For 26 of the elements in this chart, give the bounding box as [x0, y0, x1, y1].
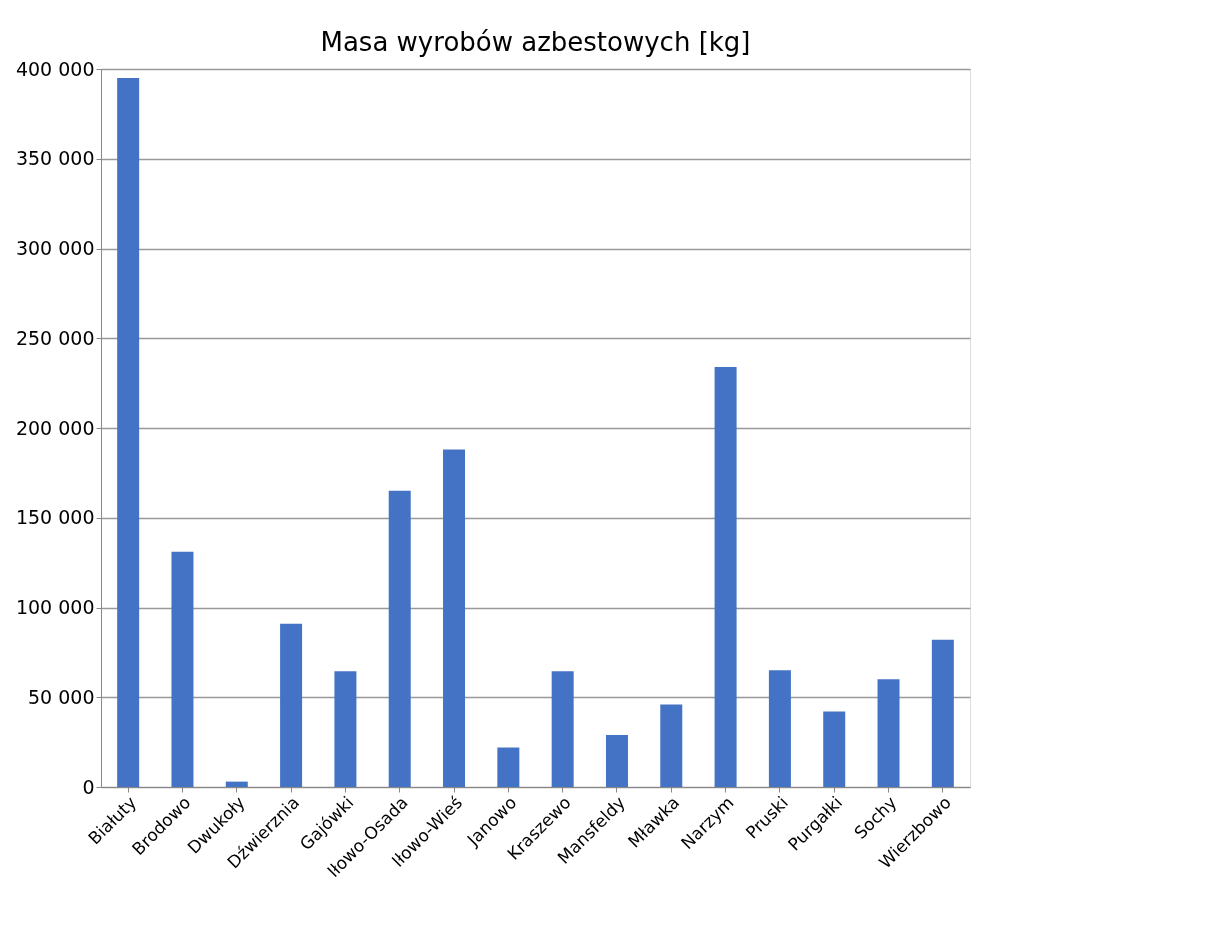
y-tick-label: 400 000 — [15, 57, 95, 80]
bar — [605, 734, 628, 787]
bar — [931, 639, 954, 787]
y-tick-label: 100 000 — [15, 596, 95, 618]
bar — [714, 366, 737, 787]
bar — [280, 623, 303, 787]
bar — [334, 671, 357, 787]
bar — [171, 551, 194, 787]
y-tick-label: 300 000 — [15, 237, 95, 259]
y-tick-label: 150 000 — [15, 506, 95, 529]
bar — [660, 704, 683, 787]
bar — [768, 670, 791, 787]
y-tick-label: 50 000 — [28, 685, 95, 708]
y-tick-label: 350 000 — [15, 147, 95, 170]
bar — [388, 490, 411, 787]
bar — [823, 711, 846, 787]
y-tick-label: 200 000 — [15, 416, 95, 439]
bar — [497, 747, 520, 787]
bar — [225, 781, 248, 787]
y-tick-label: 0 — [82, 775, 95, 798]
bar — [443, 449, 466, 787]
bar — [877, 679, 900, 787]
bar — [551, 671, 574, 787]
bar — [117, 77, 140, 787]
y-tick-label: 250 000 — [15, 326, 95, 349]
chart-title: Masa wyrobów azbestowych [kg] — [320, 27, 751, 57]
